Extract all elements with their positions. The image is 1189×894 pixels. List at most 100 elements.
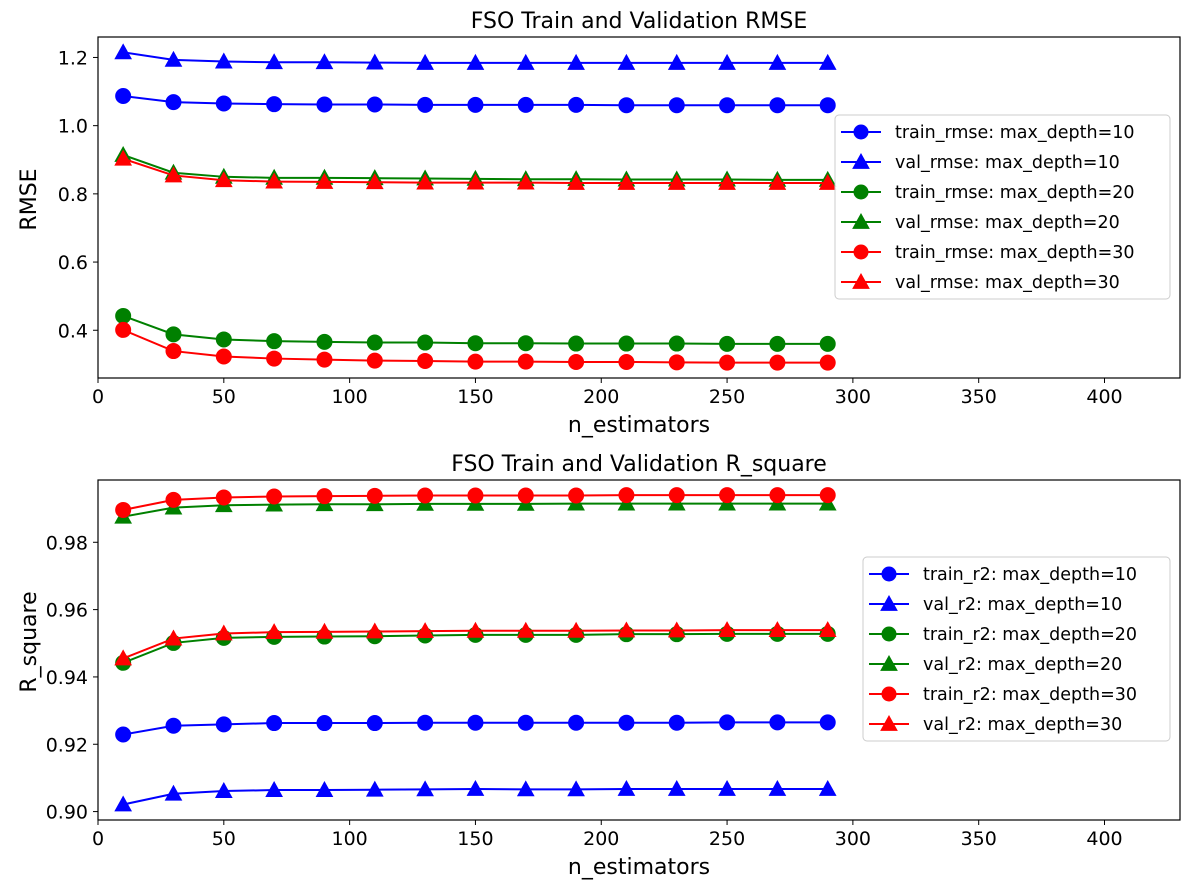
data-point: [115, 726, 132, 743]
data-point: [416, 622, 434, 639]
legend-label: train_r2: max_depth=30: [923, 685, 1137, 705]
data-point: [467, 96, 484, 113]
data-point: [215, 331, 232, 348]
data-point: [617, 173, 636, 190]
data-point: [667, 621, 686, 638]
data-point: [215, 716, 232, 733]
y-tick-label: 0.96: [46, 600, 88, 622]
data-point: [719, 97, 736, 114]
legend-marker: [853, 124, 869, 140]
data-point: [214, 624, 233, 641]
data-point: [769, 714, 786, 731]
data-point: [265, 781, 283, 797]
x-tick-label: 350: [961, 828, 997, 850]
axes-frame: [97, 36, 1181, 379]
data-point: [568, 714, 585, 731]
data-point: [567, 53, 585, 70]
data-point: [266, 350, 283, 367]
y-axis-label: RMSE: [17, 168, 42, 230]
data-point: [164, 50, 183, 67]
x-tick-label: 50: [212, 828, 236, 850]
data-point: [416, 173, 434, 190]
data-point: [668, 97, 685, 114]
data-point: [366, 96, 383, 113]
data-point: [718, 53, 736, 70]
data-point: [516, 53, 535, 70]
data-point: [567, 780, 585, 797]
data-point: [214, 782, 233, 798]
data-point: [880, 594, 898, 611]
y-tick-label: 0.8: [58, 184, 88, 206]
data-point: [769, 97, 786, 114]
y-tick-label: 0.98: [46, 532, 88, 554]
data-point: [366, 352, 383, 369]
data-point: [819, 487, 836, 504]
legend-marker: [881, 686, 897, 702]
data-point: [164, 166, 183, 183]
rmse-chart: FSO Train and Validation RMSE 0 50 100 150 20…: [17, 9, 1181, 438]
legend-marker: [881, 566, 897, 582]
data-point: [266, 96, 283, 113]
data-point: [466, 173, 485, 190]
chart-title: FSO Train and Validation RMSE: [471, 9, 807, 34]
legend-label: val_rmse: max_depth=30: [895, 273, 1120, 293]
y-tick-label: 0.94: [46, 667, 88, 689]
data-point: [568, 96, 585, 113]
data-point: [417, 714, 434, 731]
y-tick-label: 1.0: [58, 116, 88, 138]
data-point: [768, 780, 787, 796]
data-point: [618, 487, 635, 504]
legend-label: train_rmse: max_depth=30: [895, 243, 1135, 263]
data-point: [819, 354, 836, 371]
x-axis-label: n_estimators: [568, 855, 710, 880]
x-tick-label: 100: [331, 386, 367, 408]
data-point: [568, 335, 585, 352]
data-point: [769, 335, 786, 352]
x-axis-label: n_estimators: [568, 413, 710, 438]
x-tick-label: 200: [583, 828, 619, 850]
data-point: [114, 795, 133, 812]
data-point: [516, 621, 535, 638]
legend-label: train_r2: max_depth=10: [923, 565, 1137, 585]
data-point: [214, 171, 233, 188]
legend-label: train_r2: max_depth=20: [923, 625, 1137, 645]
data-point: [617, 53, 636, 70]
chart-title: FSO Train and Validation R_square: [451, 452, 827, 477]
data-point: [818, 621, 837, 638]
legend-marker: [853, 244, 869, 260]
x-tick-label: 0: [92, 386, 104, 408]
data-point: [316, 96, 333, 113]
x-tick-label: 300: [835, 828, 871, 850]
legend-label: val_rmse: max_depth=20: [895, 213, 1120, 233]
data-point: [517, 353, 534, 370]
y-tick-label: 0.4: [58, 320, 88, 342]
data-point: [718, 621, 736, 638]
data-point: [819, 97, 836, 114]
data-point: [214, 52, 233, 69]
data-point: [517, 96, 534, 113]
data-point: [165, 94, 182, 111]
data-point: [467, 335, 484, 352]
data-point: [618, 714, 635, 731]
data-point: [768, 173, 787, 190]
data-point: [668, 354, 685, 371]
data-point: [818, 173, 837, 190]
legend-box: [834, 114, 1171, 300]
data-point: [266, 333, 283, 350]
legend-box: [862, 556, 1171, 742]
x-tick-label: 350: [961, 386, 997, 408]
axes-frame: [97, 479, 1181, 821]
data-point: [568, 487, 585, 504]
data-point: [517, 335, 534, 352]
data-point: [265, 623, 283, 640]
data-point: [818, 780, 837, 796]
legend-label: val_r2: max_depth=20: [923, 655, 1122, 675]
data-point: [416, 53, 434, 70]
data-point: [114, 43, 133, 60]
legend-label: train_rmse: max_depth=10: [895, 123, 1135, 143]
data-point: [215, 95, 232, 112]
data-point: [165, 717, 182, 734]
legend-label: val_rmse: max_depth=10: [895, 153, 1120, 173]
data-point: [467, 353, 484, 370]
